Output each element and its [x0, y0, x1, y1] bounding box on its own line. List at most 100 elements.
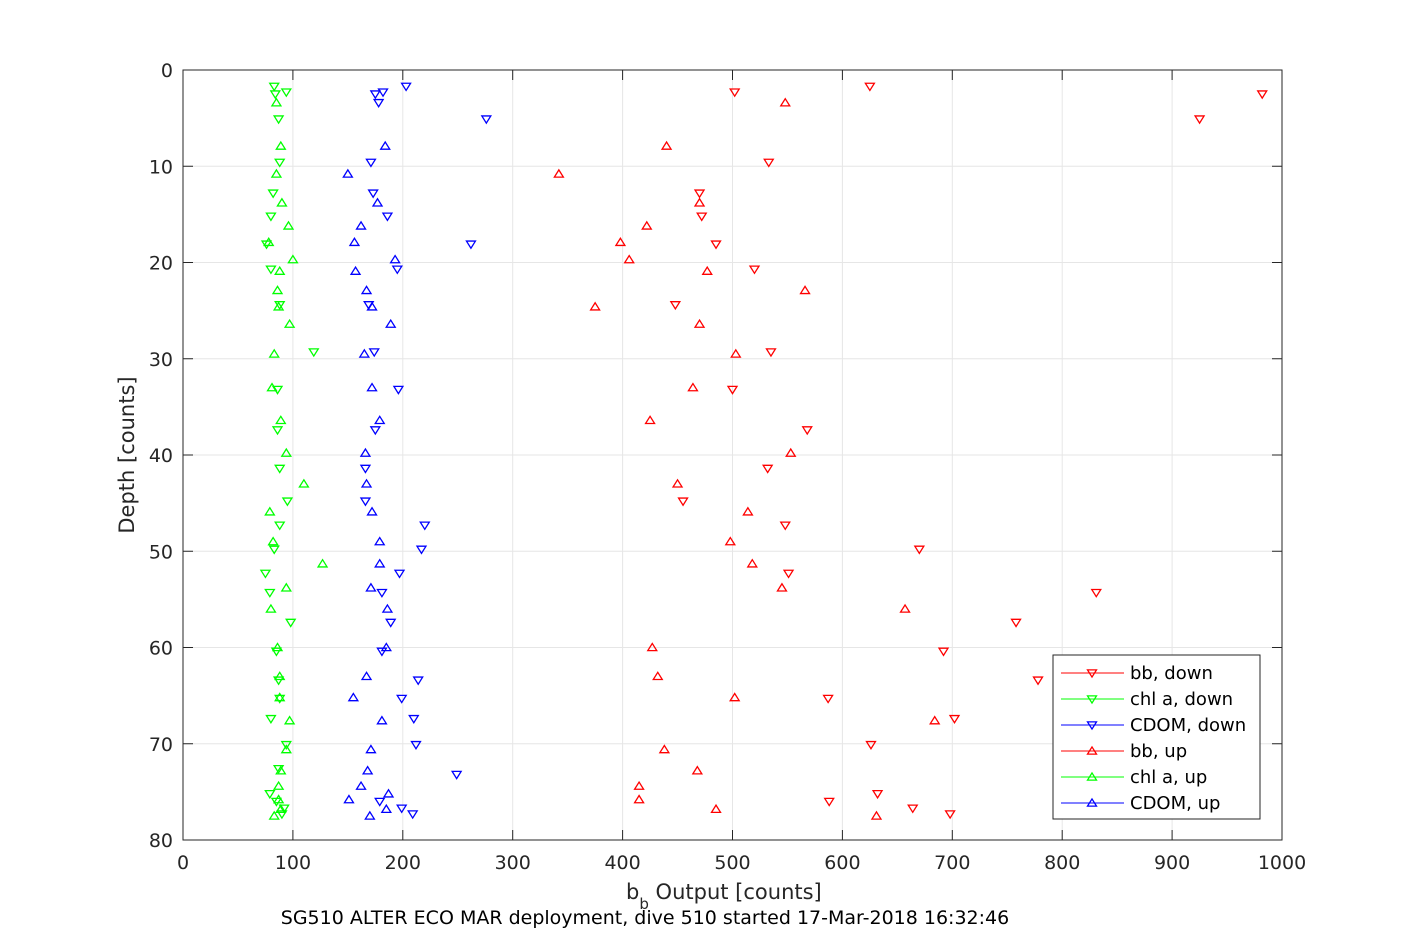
data-point — [271, 642, 284, 652]
y-tick-labels: 0 10 20 30 40 50 60 70 80 — [149, 60, 173, 852]
data-point — [385, 618, 397, 628]
data-point — [389, 254, 401, 264]
y-axis-label: Depth [counts] — [115, 376, 139, 533]
data-point — [264, 790, 276, 800]
data-point — [270, 168, 283, 178]
data-point — [822, 694, 834, 704]
data-point — [283, 715, 296, 725]
data-point — [269, 90, 281, 100]
data-point — [376, 588, 388, 598]
legend-label: bb, up — [1130, 741, 1187, 762]
data-point — [347, 692, 360, 702]
series-0 — [669, 82, 1268, 820]
data-point — [265, 265, 277, 275]
y-tick-label: 40 — [149, 445, 173, 467]
data-point — [287, 254, 299, 264]
data-point — [361, 765, 374, 775]
data-point — [263, 237, 275, 247]
data-point — [641, 220, 653, 230]
data-point — [633, 780, 645, 790]
data-point — [724, 536, 736, 546]
data-point — [419, 521, 431, 531]
data-point — [381, 212, 394, 222]
data-point — [412, 676, 424, 686]
data-point — [278, 804, 290, 814]
data-point — [379, 140, 391, 150]
data-point — [274, 694, 286, 704]
data-point — [360, 478, 373, 488]
data-point — [271, 426, 284, 436]
data-point — [450, 770, 463, 780]
data-point — [589, 301, 601, 311]
data-point — [396, 804, 408, 814]
y-tick-label: 30 — [149, 349, 173, 371]
data-point — [360, 671, 373, 681]
data-point — [374, 558, 386, 568]
data-point — [271, 285, 284, 295]
x-tick-label: 0 — [177, 852, 189, 874]
legend-entry: bb, down — [1061, 663, 1213, 684]
legend: bb, down chl a, down CDOM, down bb, up chl a… — [1052, 654, 1261, 820]
data-point — [652, 671, 664, 681]
data-point — [1193, 115, 1206, 125]
data-point — [779, 97, 791, 107]
data-point — [355, 220, 367, 230]
data-point — [693, 189, 706, 199]
data-point — [782, 569, 795, 579]
data-point — [677, 497, 689, 507]
data-point — [280, 744, 292, 754]
y-tick-label: 20 — [149, 253, 173, 275]
data-point — [265, 603, 277, 613]
legend-entry: CDOM, down — [1061, 715, 1246, 736]
data-point — [870, 810, 883, 820]
legend-label: CDOM, down — [1130, 715, 1246, 736]
data-point — [801, 426, 813, 436]
data-point — [865, 740, 877, 750]
x-tick-label: 800 — [1044, 852, 1080, 874]
data-point — [272, 764, 285, 775]
x-tick-labels: 0 100 200 300 400 500 600 700 800 900 1000 — [177, 852, 1306, 874]
y-tick-label: 0 — [161, 60, 173, 82]
data-point — [368, 348, 380, 358]
data-point — [377, 88, 389, 98]
x-tick-label: 700 — [934, 852, 970, 874]
data-point — [765, 348, 777, 358]
y-tick-label: 60 — [149, 638, 173, 660]
data-point — [823, 797, 835, 807]
series-3 — [553, 97, 941, 820]
data-point — [799, 285, 811, 295]
x-tick-label: 900 — [1154, 852, 1190, 874]
data-point — [369, 90, 381, 100]
data-point — [671, 478, 684, 488]
data-point — [1256, 90, 1268, 100]
x-tick-label: 1000 — [1258, 852, 1306, 874]
data-point — [348, 237, 361, 247]
data-point — [372, 98, 385, 109]
legend-label: CDOM, up — [1130, 793, 1220, 814]
legend-entries: bb, down chl a, down CDOM, down bb, up chl a… — [1061, 663, 1246, 814]
data-point — [729, 692, 741, 702]
legend-entry: chl a, down — [1061, 689, 1233, 710]
data-point — [748, 265, 761, 275]
data-point — [408, 714, 420, 725]
data-point — [1090, 588, 1102, 598]
data-point — [268, 810, 280, 820]
chart-caption: SG510 ALTER ECO MAR deployment, dive 510… — [281, 907, 1009, 929]
data-point — [381, 603, 394, 613]
data-point — [282, 220, 295, 230]
legend-entry: chl a, up — [1061, 767, 1207, 788]
data-point — [272, 780, 285, 790]
data-point — [359, 447, 372, 457]
data-point — [272, 115, 285, 125]
x-tick-label: 300 — [495, 852, 531, 874]
data-point — [785, 447, 797, 457]
data-point — [553, 168, 565, 178]
legend-marker — [1086, 669, 1098, 679]
data-point — [366, 506, 378, 516]
data-point — [864, 82, 876, 92]
data-point — [275, 415, 287, 425]
data-point — [308, 348, 320, 358]
series-4 — [263, 97, 329, 820]
x-tick-label: 100 — [275, 852, 311, 874]
data-point — [907, 804, 919, 814]
